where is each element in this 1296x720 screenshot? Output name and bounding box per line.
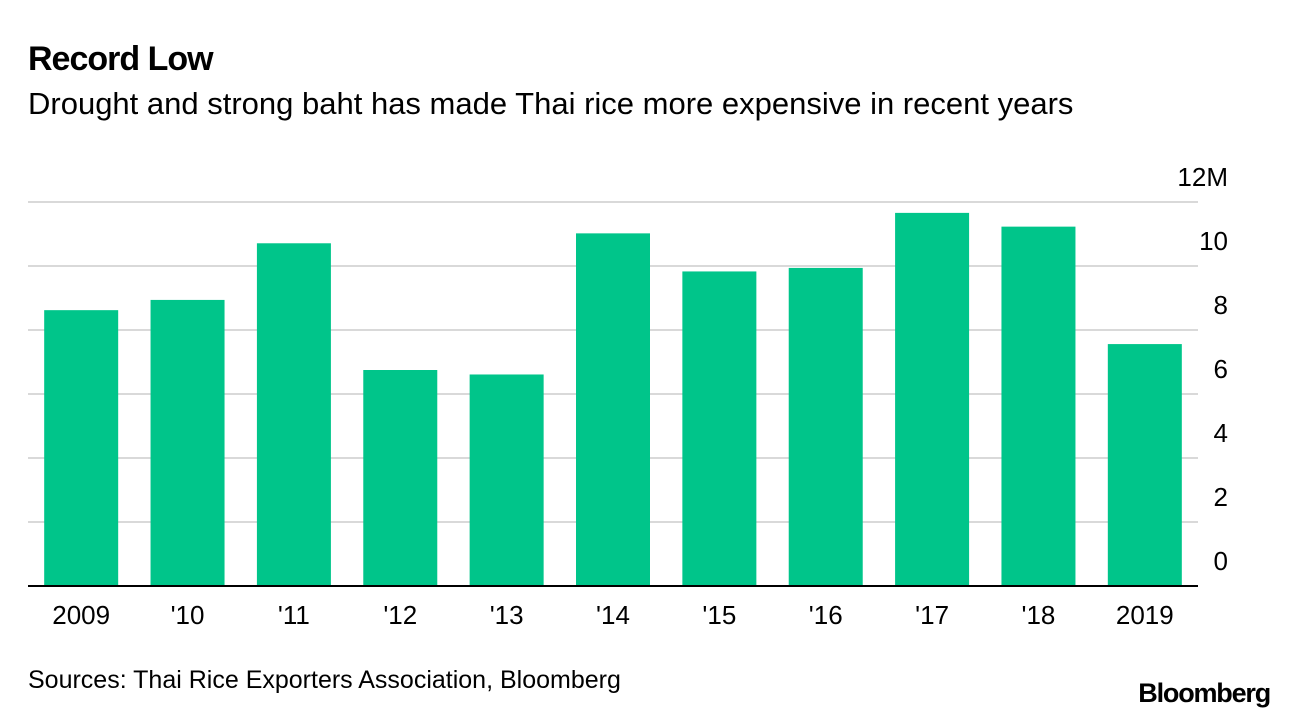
y-tick-label: 2 — [1214, 482, 1228, 512]
y-tick-label: 10 — [1199, 226, 1228, 256]
bar — [469, 374, 544, 586]
bar — [576, 233, 650, 587]
x-tick-label: '12 — [383, 600, 417, 630]
x-tick-label: '18 — [1022, 600, 1056, 630]
bar — [788, 267, 863, 586]
x-tick-label: '13 — [490, 600, 524, 630]
x-tick-label: '15 — [702, 600, 736, 630]
y-tick-label: 0 — [1214, 546, 1228, 576]
y-tick-label: 4 — [1214, 418, 1228, 448]
chart-subtitle: Drought and strong baht has made Thai ri… — [28, 86, 1074, 121]
bar — [682, 271, 757, 586]
bar — [1001, 226, 1076, 586]
source-note: Sources: Thai Rice Exporters Association… — [28, 666, 621, 694]
bar — [363, 370, 438, 586]
bar — [895, 212, 970, 586]
y-tick-label: 6 — [1214, 354, 1228, 384]
x-tick-label: '16 — [809, 600, 843, 630]
bar — [44, 310, 119, 586]
x-tick-label: 2019 — [1116, 600, 1174, 630]
bar — [150, 299, 225, 586]
x-tick-label: '14 — [596, 600, 630, 630]
x-tick-label: '10 — [171, 600, 205, 630]
bloomberg-logo: Bloomberg — [1138, 678, 1271, 708]
x-tick-label: '17 — [915, 600, 949, 630]
chart-title: Record Low — [28, 40, 214, 78]
bar — [1107, 344, 1182, 586]
bar — [256, 243, 331, 586]
x-tick-label: 2009 — [52, 600, 110, 630]
x-tick-label: '11 — [278, 600, 310, 630]
y-tick-label: 8 — [1214, 290, 1228, 320]
y-tick-label: 12M — [1177, 162, 1228, 192]
